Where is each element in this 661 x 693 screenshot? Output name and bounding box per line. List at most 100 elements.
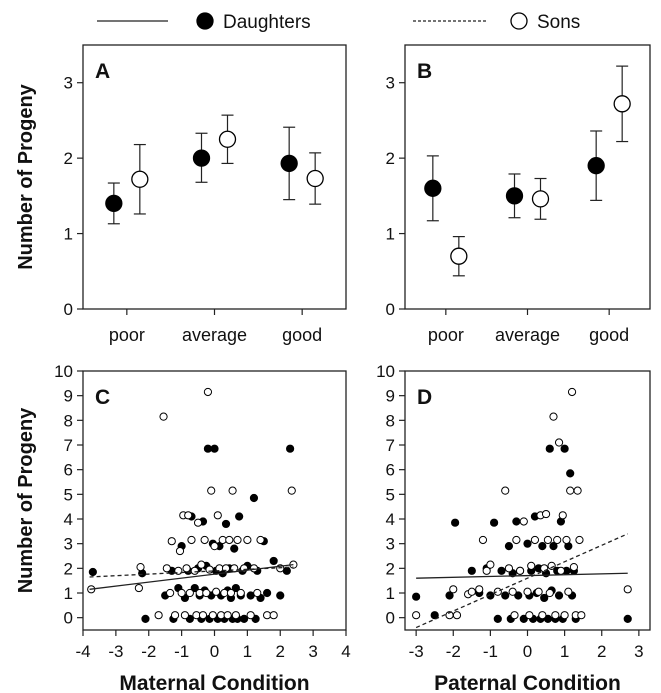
- sons-point: [564, 587, 573, 596]
- daughters-fit-line: [416, 572, 628, 579]
- sons-point: [556, 566, 566, 575]
- sons-point: [253, 588, 262, 598]
- sons-point: [553, 535, 562, 545]
- sons-point: [246, 611, 255, 620]
- sons-point: [177, 588, 186, 598]
- sons-point: [549, 412, 558, 421]
- daughters-point: [549, 542, 558, 551]
- y-tick-label: 2: [64, 559, 73, 578]
- y-axis-label: Number of Progeny: [15, 83, 37, 269]
- daughters-point: [210, 444, 219, 453]
- sons-point: [543, 535, 553, 545]
- daughters-point: [554, 591, 564, 600]
- category-label: average: [182, 325, 247, 345]
- sons-point: [225, 535, 234, 545]
- sons-point: [236, 588, 245, 598]
- sons-point: [530, 535, 540, 545]
- sons-point: [269, 611, 278, 620]
- sons-fit-line: [415, 533, 628, 629]
- sons-point: [187, 535, 196, 545]
- daughters-mean-point: [192, 149, 211, 167]
- sons-point: [256, 535, 265, 545]
- sons-point: [170, 611, 180, 620]
- panel-b: B 0 1 2 3 poor average good: [386, 44, 651, 345]
- x-tick-label: -3: [409, 642, 424, 661]
- sons-point: [193, 518, 203, 527]
- daughters-point: [141, 614, 150, 624]
- sons-point: [166, 588, 175, 598]
- category-label: poor: [109, 325, 145, 345]
- daughters-point: [239, 614, 249, 624]
- y-tick-label: 0: [64, 300, 73, 319]
- x-tick-label: 2: [276, 642, 285, 661]
- daughters-point: [249, 493, 259, 503]
- y-tick-label: 1: [64, 584, 73, 603]
- y-tick-label: 4: [386, 510, 395, 529]
- daughters-point: [263, 588, 272, 598]
- y-tick-label: 8: [386, 411, 395, 430]
- x-tick-label: 3: [308, 642, 317, 661]
- sons-point: [519, 517, 528, 526]
- x-tick-label: 0: [523, 642, 532, 661]
- sons-point: [185, 588, 194, 598]
- panel-letter: B: [417, 60, 432, 83]
- y-tick-label: 3: [64, 74, 73, 93]
- x-tick-label: -2: [141, 642, 156, 661]
- y-tick-label: 3: [64, 535, 73, 554]
- daughters-point: [430, 611, 439, 620]
- sons-point: [287, 486, 296, 495]
- daughters-point: [276, 591, 285, 600]
- sons-point: [510, 611, 519, 620]
- y-tick-label: 4: [64, 510, 73, 529]
- daughters-mean-point: [505, 187, 524, 205]
- legend-sons-label: Sons: [537, 12, 580, 33]
- sons-point: [412, 611, 421, 620]
- y-tick-label: 0: [64, 609, 73, 628]
- sons-point: [182, 564, 191, 573]
- sons-point: [504, 564, 514, 573]
- sons-point: [523, 587, 532, 596]
- daughters-point: [445, 591, 454, 600]
- x-tick-label: 0: [210, 642, 219, 661]
- sons-point: [545, 588, 554, 598]
- y-tick-label: 6: [64, 461, 73, 480]
- x-tick-label: 2: [597, 642, 606, 661]
- daughters-point: [523, 539, 532, 548]
- sons-point: [223, 611, 232, 620]
- daughters-point: [501, 591, 510, 600]
- category-label: average: [495, 325, 560, 345]
- sons-point: [486, 560, 495, 569]
- plot-frame: [82, 44, 347, 310]
- y-tick-label: 1: [64, 225, 73, 244]
- sons-point: [575, 535, 584, 545]
- daughters-point: [489, 518, 499, 527]
- sons-point: [226, 588, 236, 598]
- sons-point: [134, 583, 143, 593]
- legend: Daughters Sons: [97, 12, 580, 33]
- daughters-mean-point: [587, 157, 605, 175]
- y-tick-label: 6: [386, 461, 395, 480]
- sons-point: [569, 563, 579, 572]
- daughters-point: [230, 544, 239, 553]
- sons-point: [541, 509, 551, 519]
- sons-point: [547, 561, 556, 570]
- sons-point: [180, 611, 190, 620]
- sons-mean-point: [218, 130, 237, 148]
- sons-point: [167, 537, 176, 546]
- panel-c: C 0 1 2 3 4 5 6 7 8 9 10 Number of Progeny -4 -3 -2 -1 0 1…: [15, 362, 351, 693]
- x-axis-label: Paternal Condition: [434, 672, 621, 693]
- sons-fit-line: [89, 566, 294, 578]
- x-tick-label: 1: [243, 642, 252, 661]
- daughters-point: [504, 542, 514, 551]
- daughters-point: [412, 592, 421, 601]
- daughters-mean-point: [105, 194, 123, 213]
- daughters-point: [451, 518, 460, 527]
- sons-point: [212, 587, 221, 596]
- panel-d: D 0 1 2 3 4 5 6 7 8 9 10 -3 -2 -1 0 1 2 3 Paternal Conditio…: [376, 362, 651, 693]
- y-tick-label: 10: [54, 362, 73, 381]
- y-tick-label: 1: [386, 584, 395, 603]
- daughters-point: [88, 567, 97, 577]
- daughters-point: [623, 614, 632, 624]
- x-tick-label: -1: [483, 642, 498, 661]
- category-label: good: [589, 325, 629, 345]
